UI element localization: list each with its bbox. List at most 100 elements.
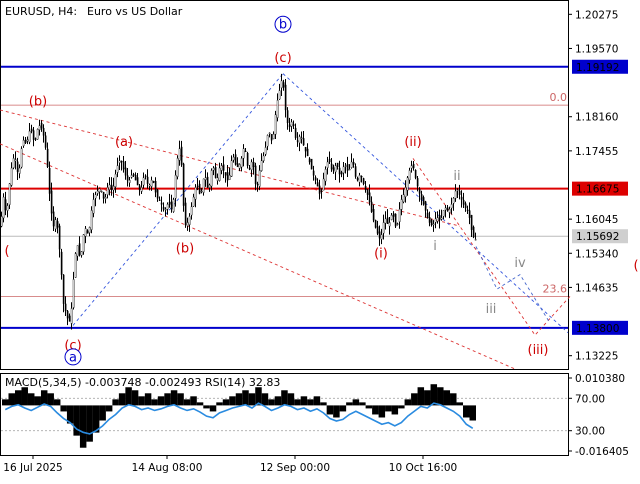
macd-bar bbox=[411, 393, 418, 406]
candle-body bbox=[346, 163, 349, 171]
candle-body bbox=[300, 137, 303, 139]
candle-body bbox=[84, 228, 87, 237]
candle-body bbox=[414, 170, 417, 178]
candle-body bbox=[202, 178, 205, 193]
macd-bar bbox=[404, 399, 412, 406]
candle-body bbox=[334, 165, 337, 173]
candle-body bbox=[378, 231, 381, 239]
candle-body bbox=[210, 170, 213, 187]
macd-bar bbox=[456, 402, 464, 406]
macd-bar bbox=[183, 399, 191, 406]
trend-line bbox=[72, 73, 284, 326]
candle-body bbox=[250, 161, 253, 170]
candle-body bbox=[430, 219, 433, 226]
candle-body bbox=[312, 170, 315, 176]
candle-body bbox=[76, 245, 79, 257]
macd-bar bbox=[365, 405, 373, 409]
macd-bar bbox=[99, 405, 106, 421]
candle-body bbox=[8, 183, 11, 205]
macd-bar bbox=[118, 393, 126, 406]
macd-bar bbox=[437, 387, 444, 406]
candle-body bbox=[34, 138, 37, 140]
candle-body bbox=[180, 146, 183, 165]
candle-body bbox=[18, 167, 21, 174]
candle-body bbox=[196, 185, 199, 187]
candle-body bbox=[306, 148, 309, 157]
wave-label: ( bbox=[633, 258, 638, 273]
rsi-line bbox=[4, 402, 474, 435]
candle-body bbox=[138, 185, 141, 191]
x-tick-label: 12 Sep 00:00 bbox=[260, 462, 330, 474]
candle-body bbox=[94, 194, 97, 199]
candle-body bbox=[192, 196, 195, 207]
candle-body bbox=[464, 203, 467, 209]
candle-body bbox=[54, 219, 57, 230]
candle-body bbox=[316, 182, 319, 187]
candle-body bbox=[342, 166, 345, 174]
candle-body bbox=[298, 136, 301, 144]
candle-body bbox=[130, 175, 133, 178]
candle-body bbox=[440, 217, 443, 220]
pivot-price-label: 1.16675 bbox=[576, 184, 619, 196]
candle-body bbox=[88, 227, 91, 233]
indicator-tick-label: 30.00 bbox=[575, 426, 605, 438]
candle-body bbox=[182, 163, 185, 206]
macd-bar bbox=[34, 396, 41, 406]
candle-body bbox=[398, 209, 401, 222]
candle-body bbox=[420, 194, 423, 200]
y-tick-label: 1.20275 bbox=[575, 9, 618, 21]
candle-body bbox=[394, 213, 397, 227]
y-tick-label: 1.17455 bbox=[575, 146, 618, 158]
candle-body bbox=[162, 206, 165, 210]
wave-label: (ii) bbox=[404, 135, 421, 150]
candle-body bbox=[388, 222, 391, 227]
candle-body bbox=[366, 189, 369, 195]
macd-bar bbox=[40, 390, 48, 406]
macd-bar bbox=[138, 396, 145, 406]
macd-bar bbox=[125, 387, 132, 406]
candle-body bbox=[142, 177, 145, 186]
candle-body bbox=[100, 190, 103, 193]
wave-label: (b) bbox=[29, 95, 47, 110]
indicator-pane[interactable] bbox=[0, 373, 569, 456]
candle-body bbox=[462, 199, 465, 205]
candle-body bbox=[146, 176, 149, 184]
candle-body bbox=[14, 159, 17, 162]
candle-body bbox=[372, 209, 375, 221]
candle-body bbox=[434, 218, 437, 223]
candle-body bbox=[400, 199, 403, 210]
candle-body bbox=[330, 163, 333, 170]
macd-bar bbox=[105, 405, 113, 412]
macd-bar bbox=[144, 393, 152, 406]
resistance-price-box bbox=[572, 59, 628, 74]
main-chart-pane[interactable] bbox=[0, 0, 569, 370]
candle-body bbox=[444, 207, 447, 211]
candle-body bbox=[188, 216, 191, 225]
candle-body bbox=[148, 184, 151, 187]
candle-body bbox=[144, 175, 147, 177]
candle-body bbox=[432, 223, 435, 226]
indicator-tick-label: 70.00 bbox=[575, 393, 605, 405]
candle-body bbox=[228, 175, 231, 180]
candle-body bbox=[338, 167, 341, 175]
wave-label: ii bbox=[453, 169, 460, 184]
candle-body bbox=[344, 165, 347, 167]
candle-body bbox=[454, 190, 457, 199]
wave-label-circle bbox=[274, 15, 292, 33]
candle-body bbox=[466, 209, 469, 211]
candle-body bbox=[458, 190, 461, 195]
candle-body bbox=[116, 165, 119, 173]
wave-label: b bbox=[279, 18, 287, 33]
macd-bar bbox=[443, 390, 451, 406]
fib-level-label: 23.6 bbox=[543, 282, 568, 295]
candle-body bbox=[362, 178, 365, 184]
candle-body bbox=[72, 279, 75, 308]
candle-body bbox=[68, 315, 71, 322]
candle-body bbox=[238, 164, 241, 169]
macd-bar bbox=[352, 399, 360, 406]
candle-body bbox=[122, 161, 125, 170]
candle-body bbox=[396, 223, 399, 225]
candle-body bbox=[384, 218, 387, 224]
candle-body bbox=[96, 190, 99, 194]
